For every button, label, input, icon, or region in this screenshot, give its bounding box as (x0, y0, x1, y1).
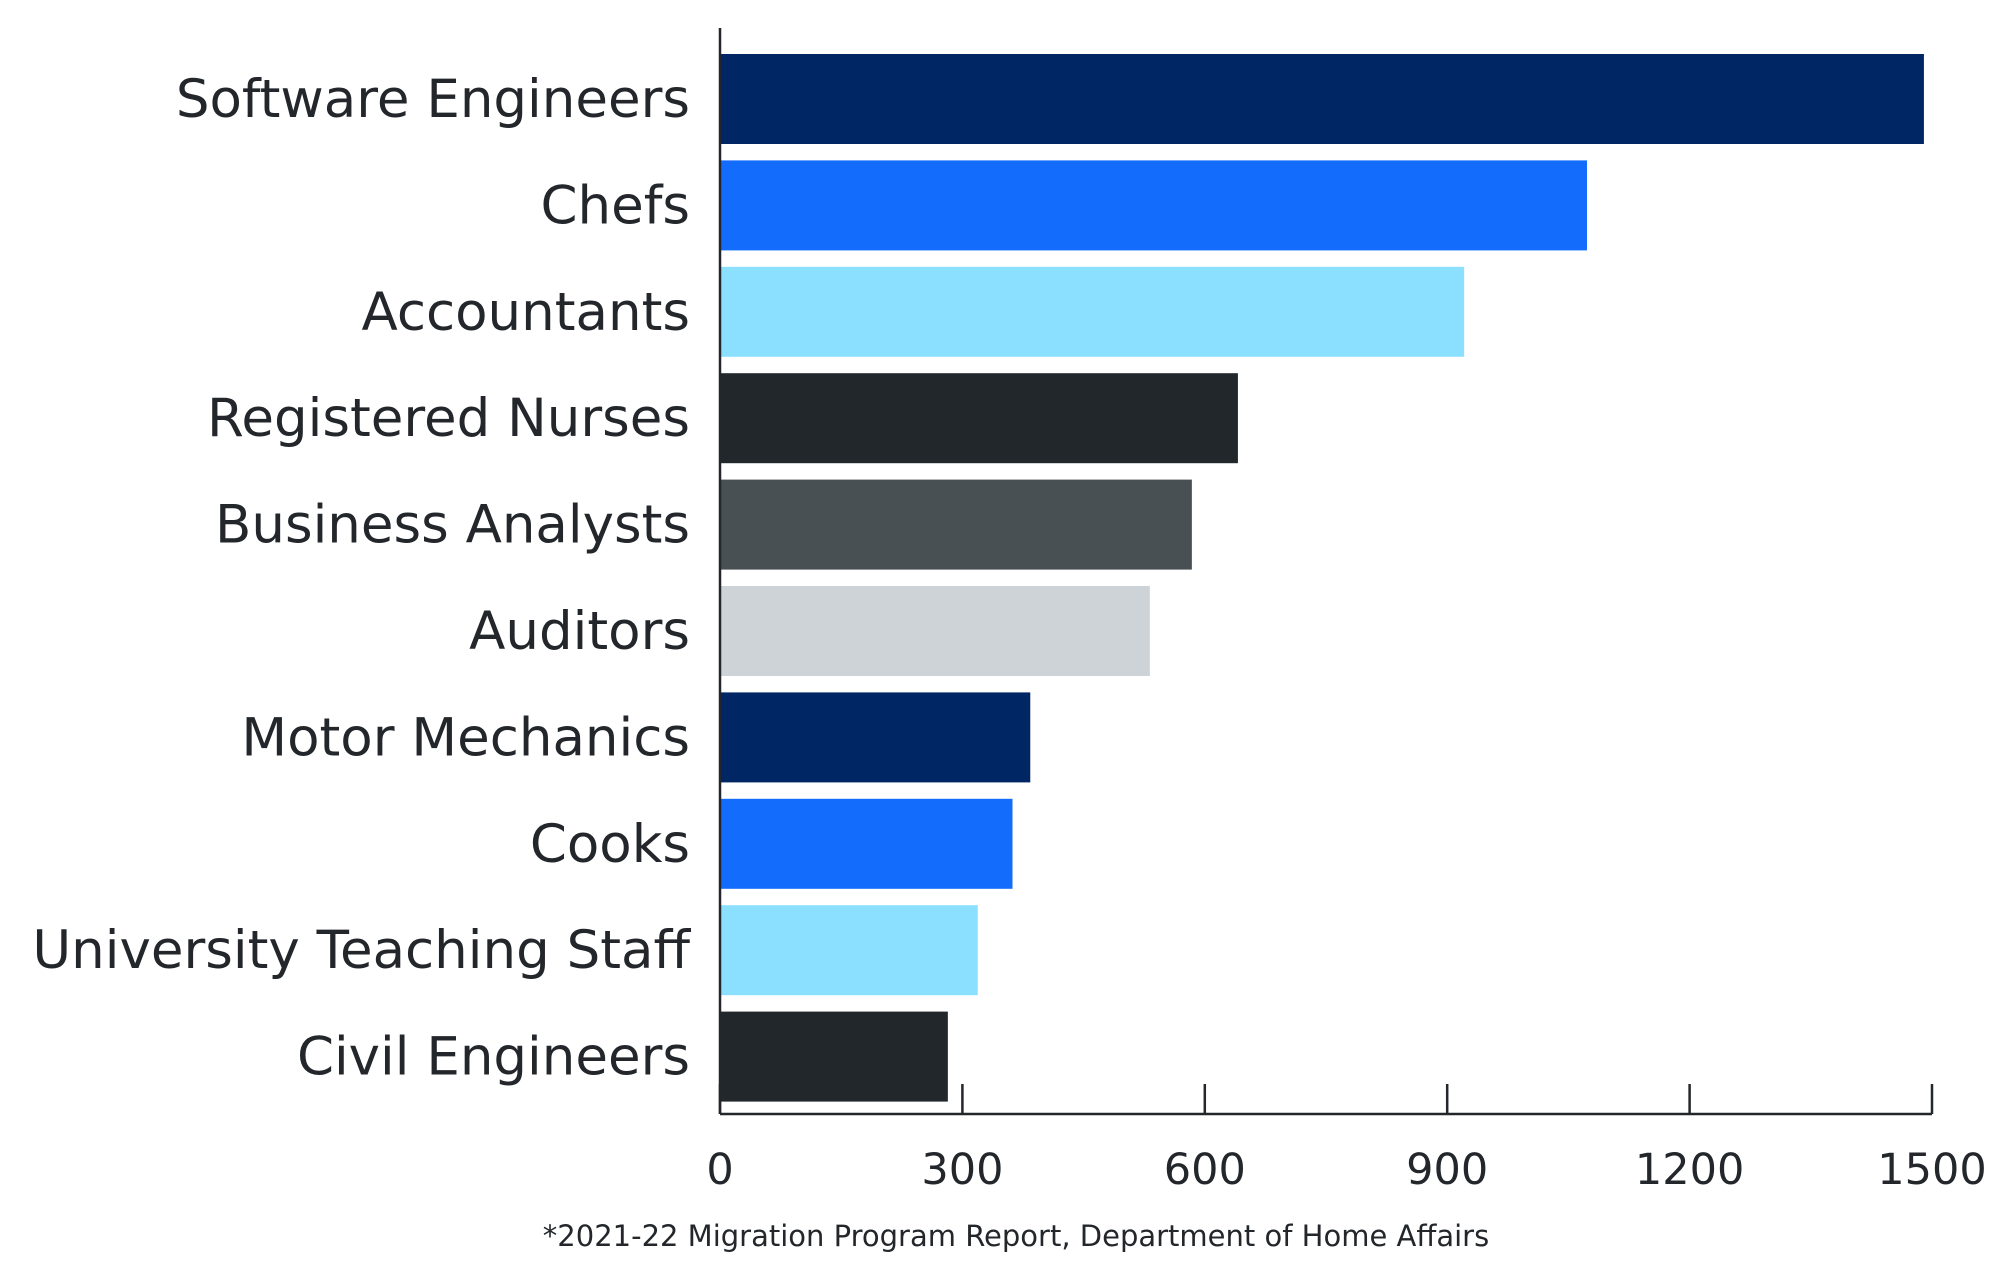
bar-registered-nurses (720, 373, 1238, 464)
bar-chefs (720, 160, 1587, 251)
category-label: Software Engineers (176, 69, 690, 130)
x-ticks-group: 0 300 600 900 1200 1500 (706, 1084, 1987, 1195)
bar-auditors (720, 586, 1150, 676)
category-labels-group: Software Engineers Chefs Accountants Regist… (32, 69, 691, 1088)
bar-business-analysts (720, 479, 1192, 570)
bar-university-teaching-staff (720, 905, 978, 996)
category-label: Civil Engineers (297, 1027, 690, 1088)
x-tick-label: 0 (706, 1145, 733, 1195)
category-label: Auditors (469, 601, 690, 662)
category-label: University Teaching Staff (32, 920, 691, 981)
bar-cooks (720, 798, 1013, 889)
bar-motor-mechanics (720, 692, 1031, 783)
source-footnote: *2021-22 Migration Program Report, Depar… (543, 1219, 1489, 1253)
x-tick-label: 600 (1164, 1145, 1246, 1195)
bar-accountants (720, 266, 1465, 357)
category-label: Registered Nurses (207, 388, 690, 449)
bars-group (720, 54, 1924, 1102)
category-label: Accountants (362, 282, 690, 343)
category-label: Motor Mechanics (241, 707, 690, 768)
x-tick-label: 1200 (1635, 1145, 1744, 1195)
bar-civil-engineers (720, 1011, 948, 1102)
category-label: Chefs (541, 175, 690, 236)
x-tick-label: 300 (921, 1145, 1003, 1195)
category-label: Business Analysts (215, 495, 690, 556)
x-tick-label: 1500 (1877, 1145, 1986, 1195)
bar-software-engineers (720, 54, 1924, 144)
x-tick-label: 900 (1406, 1145, 1488, 1195)
category-label: Cooks (530, 814, 690, 875)
